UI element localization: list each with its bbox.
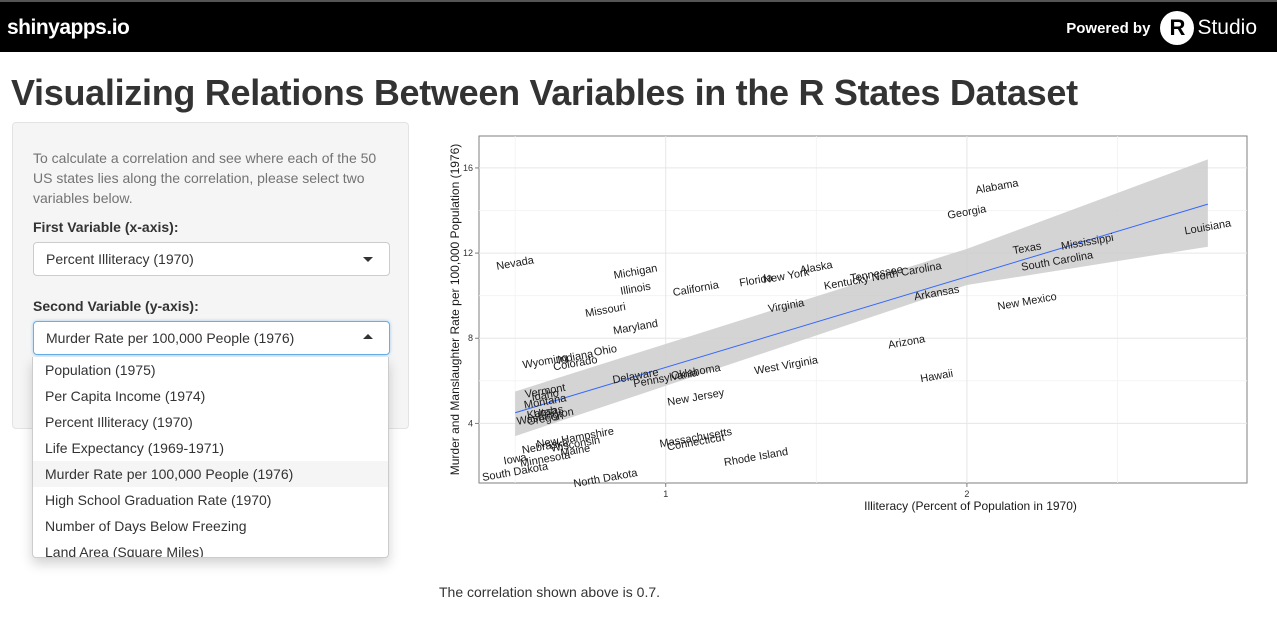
top-navbar: shinyapps.io Powered by R Studio xyxy=(0,0,1277,52)
point-label: Idaho xyxy=(531,387,560,404)
x-tick-label: 1 xyxy=(663,489,668,499)
second-variable-label: Second Variable (y-axis): xyxy=(33,298,199,314)
dropdown-option[interactable]: Life Expectancy (1969-1971) xyxy=(45,440,224,456)
help-text: To calculate a correlation and see where… xyxy=(33,150,377,206)
point-label: Hawaii xyxy=(919,368,954,386)
brand-logo[interactable]: shinyapps.io xyxy=(7,16,130,39)
dropdown-option-selected[interactable]: Murder Rate per 100,000 People (1976) xyxy=(33,461,388,487)
point-label: Florida xyxy=(738,272,774,290)
dropdown-option[interactable]: High School Graduation Rate (1970) xyxy=(45,492,272,508)
powered-by-label: Powered by xyxy=(1066,19,1151,37)
page-title: Visualizing Relations Between Variables … xyxy=(11,72,1078,113)
dropdown-option[interactable]: Population (1975) xyxy=(45,362,156,378)
point-label: Illinois xyxy=(619,281,652,298)
dropdown-option[interactable]: Land Area (Square Miles) xyxy=(45,544,204,558)
chevron-up-icon xyxy=(363,334,373,339)
first-variable-label: First Variable (x-axis): xyxy=(33,219,179,235)
second-variable-value: Murder Rate per 100,000 People (1976) xyxy=(46,330,295,346)
scatter-plot: AlabamaAlaskaArizonaArkansasCaliforniaCo… xyxy=(448,135,1248,513)
y-tick-label: 12 xyxy=(463,248,473,258)
chevron-down-icon xyxy=(363,257,373,262)
rstudio-wordmark: Studio xyxy=(1197,16,1257,39)
dropdown-option[interactable]: Number of Days Below Freezing xyxy=(45,518,247,534)
x-axis-label: Illiteracy (Percent of Population in 197… xyxy=(864,499,1077,513)
point-label: Maine xyxy=(560,442,592,459)
y-tick-label: 4 xyxy=(468,418,473,428)
point-label: Utah xyxy=(533,405,558,421)
rstudio-r-icon: R xyxy=(1160,11,1195,45)
y-tick-label: 16 xyxy=(463,163,473,173)
first-variable-select[interactable]: Percent Illiteracy (1970) xyxy=(33,242,390,276)
powered-by-rstudio[interactable]: Powered by R Studio xyxy=(1066,11,1257,45)
x-tick-label: 2 xyxy=(964,489,969,499)
second-variable-dropdown[interactable]: Population (1975) Per Capita Income (197… xyxy=(32,357,389,558)
sidebar-panel: To calculate a correlation and see where… xyxy=(12,122,409,429)
y-axis-label: Murder and Manslaughter Rate per 100,000… xyxy=(448,144,462,476)
first-variable-value: Percent Illiteracy (1970) xyxy=(46,251,194,267)
point-label: Alaska xyxy=(799,259,834,277)
y-tick-label: 8 xyxy=(468,333,473,343)
confidence-band xyxy=(515,159,1208,437)
point-label: Iowa xyxy=(503,451,529,467)
point-label: Texas xyxy=(1012,240,1043,257)
dropdown-option[interactable]: Per Capita Income (1974) xyxy=(45,388,206,404)
regression-line xyxy=(514,203,1208,414)
point-label: Ohio xyxy=(593,343,618,359)
dropdown-option[interactable]: Percent Illiteracy (1970) xyxy=(45,414,193,430)
correlation-text: The correlation shown above is 0.7. xyxy=(439,584,661,600)
second-variable-select[interactable]: Murder Rate per 100,000 People (1976) xyxy=(33,321,390,355)
